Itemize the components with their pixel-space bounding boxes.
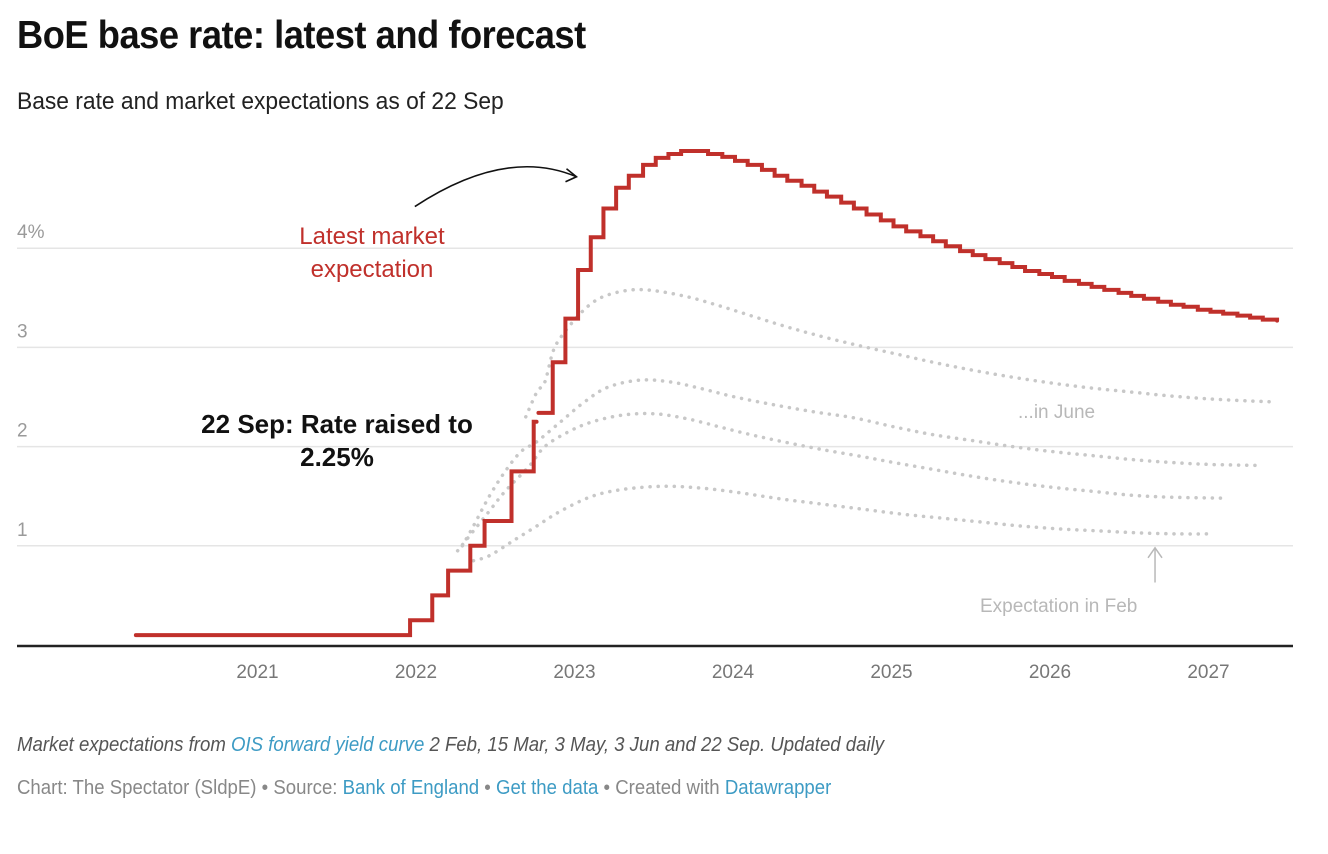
gridlines <box>17 247 1293 547</box>
series-line-expectation-in-march-15-mar <box>455 411 1225 553</box>
x-tick-label: 2026 <box>1029 662 1071 683</box>
chart-notes: Market expectations from OIS forward yie… <box>17 734 884 757</box>
x-tick-label: 2021 <box>236 662 278 683</box>
series-line-latest-expectation <box>133 148 1280 638</box>
annotation-text: Latest market <box>299 223 445 250</box>
series-line-expectation-in-feb-2-feb <box>471 484 1216 563</box>
x-tick-label: 2024 <box>712 662 755 683</box>
annotation-text: expectation <box>311 256 434 283</box>
annotation-text: Expectation in Feb <box>980 596 1137 617</box>
annotation-latest: Latest market expectation <box>299 165 579 283</box>
line-chart: 1 2 3 4% 2021 2022 2023 2024 2025 2026 2027 Lates… <box>17 148 1293 683</box>
byline-separator: • <box>598 777 616 799</box>
annotation-text: 22 Sep: Rate raised to <box>201 409 473 439</box>
y-tick-label: 1 <box>17 520 28 541</box>
annotation-rate-raised: 22 Sep: Rate raised to2.25% <box>201 409 473 472</box>
chart-title: BoE base rate: latest and forecast <box>17 14 586 57</box>
annotation-arrow <box>414 165 577 208</box>
notes-prefix: Market expectations from <box>17 734 231 756</box>
x-tick-label: 2025 <box>870 662 912 683</box>
x-tick-label: 2027 <box>1187 662 1229 683</box>
annotation-text: 2.25% <box>300 442 374 472</box>
x-axis: 2021 2022 2023 2024 2025 2026 2027 <box>17 644 1293 683</box>
annotation-june: ...in June <box>1018 402 1095 423</box>
annotations: Latest market expectation 22 Sep: Rate rai… <box>201 165 1163 617</box>
chart-byline: Chart: The Spectator (SldpE) • Source: B… <box>17 777 831 800</box>
annotation-text: ...in June <box>1018 402 1095 423</box>
chart-subtitle: Base rate and market expectations as of … <box>17 88 504 115</box>
get-the-data-link[interactable]: Get the data <box>495 777 599 799</box>
series-line-expectation-in-june-3-jun <box>524 287 1279 419</box>
notes-suffix: 2 Feb, 15 Mar, 3 May, 3 Jun and 22 Sep. … <box>424 734 885 756</box>
y-tick-label: 4% <box>17 222 45 243</box>
source-link[interactable]: Bank of England <box>342 777 480 799</box>
series-line-expectation-in-may-3-may <box>460 378 1263 548</box>
datawrapper-link[interactable]: Datawrapper <box>724 777 832 799</box>
y-axis-ticks: 1 2 3 4% <box>17 222 45 541</box>
series-layer <box>133 148 1280 638</box>
annotation-feb: Expectation in Feb <box>980 546 1163 617</box>
byline-separator: • <box>479 777 496 799</box>
byline-created-prefix: Created with <box>615 777 725 799</box>
arrowhead-icon <box>1147 546 1163 559</box>
byline-source-prefix: Source: <box>273 777 343 799</box>
byline-chart-credit: Chart: The Spectator (SldpE) <box>17 777 257 799</box>
byline-separator: • <box>256 777 274 799</box>
y-tick-label: 2 <box>17 421 28 442</box>
ois-curve-link[interactable]: OIS forward yield curve <box>230 734 425 756</box>
x-tick-label: 2022 <box>395 662 437 683</box>
x-tick-label: 2023 <box>553 662 595 683</box>
y-tick-label: 3 <box>17 321 28 342</box>
arrowhead-icon <box>565 168 579 183</box>
